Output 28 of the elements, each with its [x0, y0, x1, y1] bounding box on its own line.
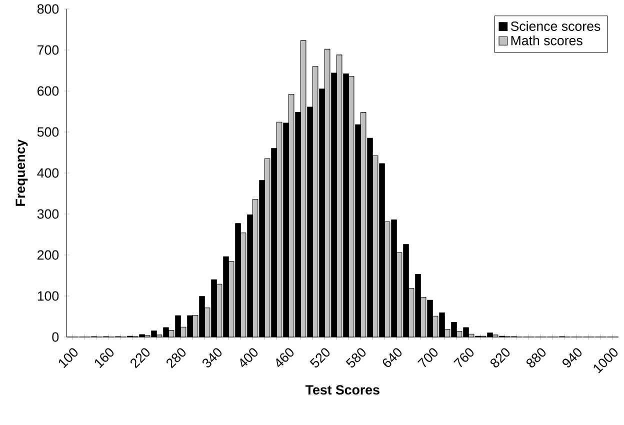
- legend-label: Science scores: [510, 21, 600, 31]
- y-tick-label: 400: [37, 168, 59, 178]
- y-tick-label: 0: [52, 332, 59, 342]
- x-tick-label: 460: [276, 348, 294, 368]
- x-tick-label: 820: [490, 348, 510, 368]
- y-tick-label: 500: [37, 127, 59, 137]
- x-tick-label: 700: [418, 348, 438, 368]
- x-tick-label: 760: [454, 348, 474, 368]
- x-tick-label: 520: [310, 348, 330, 368]
- y-tick-label: 200: [38, 250, 59, 260]
- y-tick-label: 300: [37, 209, 59, 219]
- y-tick-label: 600: [38, 86, 59, 96]
- x-axis-title: Test Scores: [306, 385, 380, 395]
- x-tick-label: 400: [240, 348, 258, 368]
- x-tick-label: 160: [94, 348, 114, 368]
- y-tick-label: 100: [38, 291, 59, 301]
- x-tick-label: 100: [58, 348, 78, 368]
- x-tick-label: 280: [166, 348, 186, 368]
- y-tick-label: 800: [37, 4, 59, 14]
- x-tick-label: 340: [202, 348, 222, 368]
- x-tick-label: 880: [526, 348, 546, 368]
- x-tick-label: 640: [382, 348, 402, 368]
- legend-label: Math scores: [511, 35, 582, 46]
- x-tick-label: 940: [562, 348, 582, 368]
- x-tick-label: 580: [346, 348, 366, 368]
- x-tick-label: 220: [130, 348, 150, 368]
- y-axis-title: Frequency: [16, 139, 28, 206]
- y-tick-label: 700: [38, 45, 59, 55]
